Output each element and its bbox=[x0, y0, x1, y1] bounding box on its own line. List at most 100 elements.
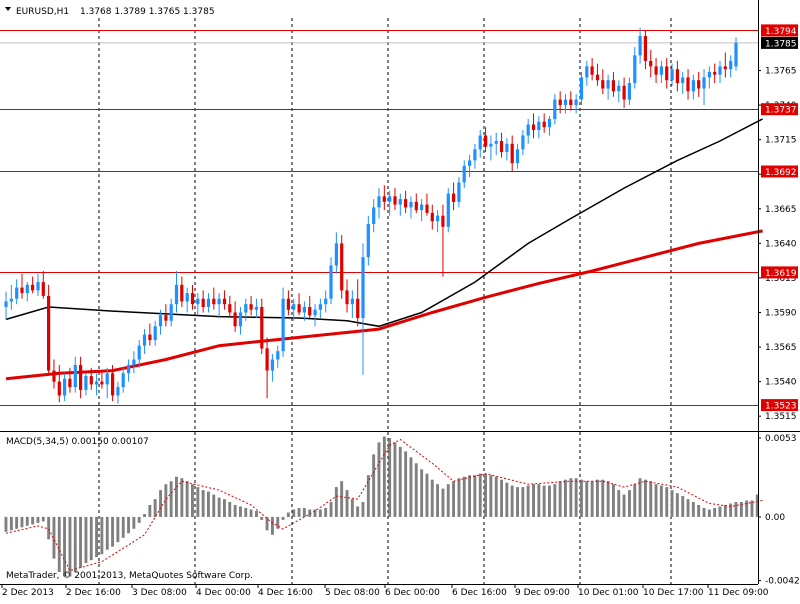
candle-body bbox=[643, 36, 647, 61]
macd-bar bbox=[286, 512, 290, 517]
candle-body bbox=[606, 80, 610, 89]
candle bbox=[132, 351, 136, 374]
macd-bar bbox=[462, 476, 466, 517]
candle bbox=[249, 295, 253, 316]
macd-bar bbox=[452, 481, 455, 517]
candle-body bbox=[542, 121, 546, 128]
candle bbox=[329, 257, 333, 305]
candle bbox=[148, 323, 152, 346]
candle-body bbox=[574, 99, 578, 106]
candle-body bbox=[127, 365, 131, 374]
macd-bar bbox=[723, 505, 727, 517]
candle bbox=[436, 210, 440, 233]
candle-body bbox=[452, 193, 456, 202]
candle bbox=[484, 127, 488, 153]
macd-bar bbox=[249, 509, 253, 517]
macd-bar bbox=[516, 487, 519, 517]
candle bbox=[499, 132, 504, 158]
macd-bar bbox=[409, 457, 413, 517]
macd-bar bbox=[569, 478, 573, 517]
macd-bar bbox=[41, 516, 45, 522]
candle-body bbox=[473, 149, 477, 161]
price-tick-label: 1.3515 bbox=[765, 412, 797, 422]
macd-bar bbox=[505, 482, 509, 517]
macd-bar bbox=[580, 479, 583, 517]
axes bbox=[0, 0, 800, 588]
macd-bar bbox=[159, 490, 162, 517]
candle-body bbox=[547, 118, 552, 128]
candle bbox=[4, 291, 8, 320]
candle bbox=[521, 129, 525, 155]
candle-body bbox=[622, 85, 626, 100]
candle bbox=[356, 279, 360, 327]
candle-body bbox=[95, 381, 99, 385]
macd-bar bbox=[143, 514, 146, 517]
candle-body bbox=[164, 315, 168, 321]
macd-bar bbox=[9, 516, 13, 531]
time-tick-label: 6 Dec 00:00 bbox=[385, 588, 440, 598]
candle bbox=[25, 282, 29, 302]
price-tick-label: 1.3540 bbox=[765, 378, 797, 388]
level-price-label: 1.3692 bbox=[765, 168, 797, 178]
macd-bar bbox=[292, 509, 296, 517]
candle bbox=[393, 188, 397, 211]
price-tick-label: 1.3765 bbox=[765, 67, 797, 77]
candle-body bbox=[468, 160, 472, 166]
candle-body bbox=[713, 71, 717, 75]
candle bbox=[633, 47, 637, 89]
candle-body bbox=[382, 196, 386, 202]
candle-body bbox=[4, 301, 8, 307]
candle bbox=[196, 293, 200, 316]
candle bbox=[462, 160, 466, 189]
macd-bar bbox=[420, 469, 424, 517]
candle-body bbox=[553, 99, 557, 119]
macd-bar bbox=[691, 502, 695, 517]
macd-bar bbox=[164, 484, 168, 517]
level-price-box bbox=[761, 24, 798, 37]
candle-body bbox=[233, 312, 237, 327]
candle bbox=[675, 60, 679, 92]
candle-body bbox=[73, 365, 77, 388]
triangle-down-icon[interactable] bbox=[5, 7, 11, 11]
level-price-box bbox=[761, 399, 798, 412]
macd-bar bbox=[670, 490, 674, 517]
macd-bar bbox=[239, 506, 242, 517]
macd-bar bbox=[276, 516, 280, 529]
candle bbox=[127, 359, 131, 382]
candle bbox=[457, 176, 461, 208]
macd-bar bbox=[25, 516, 29, 526]
candle-body bbox=[595, 74, 600, 81]
candle-body bbox=[41, 282, 45, 296]
macd-panel: MACD(5,34,5) 0.00150 0.00107 bbox=[4, 436, 763, 577]
macd-bar bbox=[302, 508, 306, 517]
candle bbox=[643, 30, 647, 70]
candle bbox=[297, 293, 301, 316]
candle bbox=[169, 298, 173, 327]
macd-bar bbox=[393, 442, 397, 517]
macd-bar bbox=[15, 516, 19, 529]
candle-body bbox=[185, 293, 189, 302]
macd-bar bbox=[446, 484, 450, 517]
macd-bar bbox=[361, 502, 365, 517]
candle-body bbox=[158, 315, 163, 327]
macd-bar bbox=[196, 487, 200, 517]
candle bbox=[270, 353, 274, 382]
candle bbox=[505, 138, 509, 161]
candle-body bbox=[446, 193, 450, 227]
candle-body bbox=[47, 295, 51, 371]
price-tick-label: 1.3565 bbox=[765, 343, 797, 353]
candle bbox=[185, 287, 189, 313]
candle bbox=[537, 116, 541, 139]
candle bbox=[201, 290, 205, 313]
candle bbox=[531, 113, 536, 139]
macd-bar bbox=[468, 475, 471, 517]
candle-body bbox=[350, 298, 354, 305]
candle-body bbox=[441, 215, 445, 227]
candle-body bbox=[638, 36, 642, 56]
candle bbox=[729, 55, 733, 78]
level-price-label: 1.3794 bbox=[765, 27, 797, 37]
macd-bar bbox=[521, 487, 525, 517]
candle bbox=[340, 235, 344, 299]
